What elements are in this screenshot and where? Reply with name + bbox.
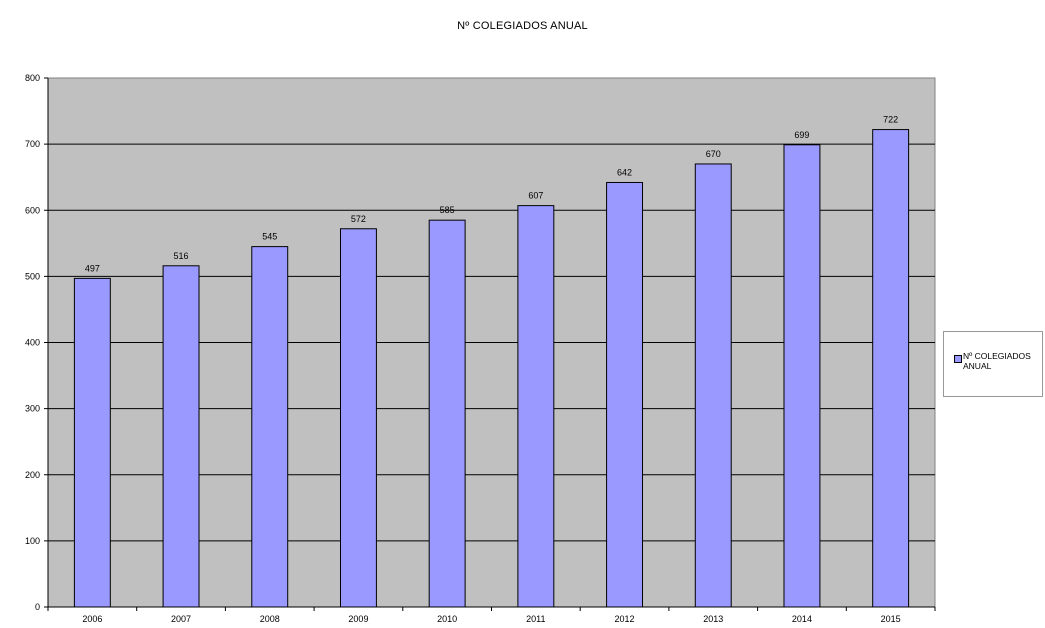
bar xyxy=(428,219,466,608)
bar-value-label: 722 xyxy=(883,115,898,125)
x-tick-label: 2012 xyxy=(615,614,635,624)
x-tick-label: 2014 xyxy=(792,614,812,624)
bar xyxy=(73,277,111,608)
chart-title: Nº COLEGIADOS ANUAL xyxy=(457,20,588,32)
x-tick-label: 2006 xyxy=(82,614,102,624)
legend-swatch xyxy=(954,355,962,363)
y-tick-label: 800 xyxy=(25,73,40,83)
bar-value-label: 516 xyxy=(174,251,189,261)
y-tick-label: 700 xyxy=(25,139,40,149)
legend-label: Nº COLEGIADOS ANUAL xyxy=(963,351,1031,371)
y-tick-label: 300 xyxy=(25,404,40,414)
bar xyxy=(606,181,644,608)
legend: Nº COLEGIADOS ANUAL xyxy=(943,331,1043,397)
bar-value-label: 642 xyxy=(617,167,632,177)
bar xyxy=(251,246,289,608)
x-tick-label: 2013 xyxy=(703,614,723,624)
x-tick-label: 2007 xyxy=(171,614,191,624)
x-tick-label: 2011 xyxy=(526,614,545,624)
bar-value-label: 699 xyxy=(794,130,809,140)
bar xyxy=(783,144,821,608)
bar xyxy=(162,265,200,608)
data-labels: 497 516 545 572 585 607 642 670 699 722 xyxy=(85,115,898,274)
bar-value-label: 572 xyxy=(351,214,366,224)
x-tick-label: 2009 xyxy=(348,614,368,624)
bar-value-label: 545 xyxy=(262,232,277,242)
y-tick-label: 100 xyxy=(25,536,40,546)
y-tick-label: 400 xyxy=(25,338,40,348)
x-tick-label: 2008 xyxy=(260,614,280,624)
x-tick-label: 2015 xyxy=(881,614,901,624)
bar xyxy=(517,205,555,608)
axes: 0 100 200 300 400 500 600 700 800 2006 2007 2008 200… xyxy=(25,73,936,624)
bar-value-label: 607 xyxy=(528,191,543,201)
bar-value-label: 670 xyxy=(706,149,721,159)
bar-value-label: 497 xyxy=(85,263,100,273)
x-tick-label: 2010 xyxy=(437,614,457,624)
bar-value-label: 585 xyxy=(440,205,455,215)
bar xyxy=(339,228,377,608)
y-tick-label: 200 xyxy=(25,470,40,480)
bars xyxy=(73,129,910,608)
bar xyxy=(694,163,732,608)
bar xyxy=(872,129,910,608)
y-tick-label: 0 xyxy=(35,602,40,612)
y-tick-label: 500 xyxy=(25,271,40,281)
y-tick-label: 600 xyxy=(25,205,40,215)
